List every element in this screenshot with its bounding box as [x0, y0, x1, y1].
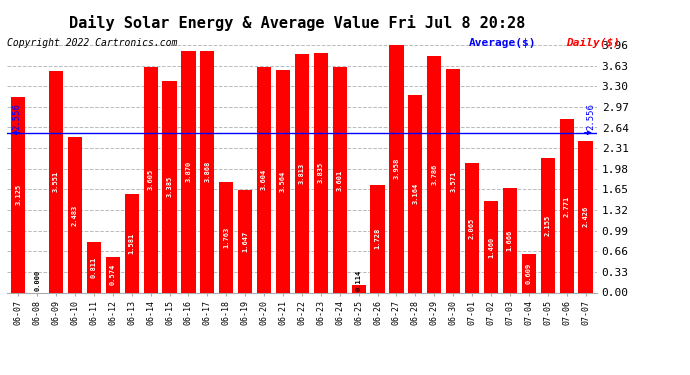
Text: 1.728: 1.728	[375, 228, 380, 249]
Bar	[276, 70, 290, 292]
Bar	[125, 194, 139, 292]
Text: 2.771: 2.771	[564, 195, 570, 216]
Bar	[162, 81, 177, 292]
Bar	[540, 158, 555, 292]
Bar	[314, 53, 328, 292]
Bar	[87, 242, 101, 292]
Text: 3.571: 3.571	[450, 170, 456, 192]
Text: 1.460: 1.460	[488, 236, 494, 258]
Bar	[446, 69, 460, 292]
Text: 3.125: 3.125	[15, 184, 21, 206]
Bar	[522, 255, 536, 292]
Text: 3.813: 3.813	[299, 163, 305, 184]
Bar	[503, 188, 517, 292]
Text: 2.426: 2.426	[582, 206, 589, 227]
Text: Daily($): Daily($)	[566, 38, 620, 48]
Text: 2.483: 2.483	[72, 204, 78, 225]
Text: 1.647: 1.647	[242, 230, 248, 252]
Bar	[68, 137, 82, 292]
Text: 1.666: 1.666	[507, 230, 513, 251]
Bar	[333, 68, 347, 292]
Bar	[181, 51, 195, 292]
Text: 3.164: 3.164	[413, 183, 418, 204]
Text: 0.811: 0.811	[91, 256, 97, 278]
Bar	[484, 201, 498, 292]
Text: 3.868: 3.868	[204, 161, 210, 182]
Text: 3.551: 3.551	[53, 171, 59, 192]
Text: 1.763: 1.763	[224, 227, 229, 248]
Text: 2.556: 2.556	[12, 103, 21, 130]
Text: 3.870: 3.870	[186, 161, 191, 182]
Bar	[371, 184, 384, 292]
Text: 3.604: 3.604	[261, 169, 267, 190]
Bar	[389, 45, 404, 292]
Text: 3.605: 3.605	[148, 169, 154, 190]
Text: 3.601: 3.601	[337, 170, 343, 190]
Bar	[427, 56, 442, 292]
Bar	[238, 190, 253, 292]
Text: 1.581: 1.581	[129, 232, 135, 254]
Bar	[351, 285, 366, 292]
Text: 0.000: 0.000	[34, 270, 40, 291]
Bar	[408, 95, 422, 292]
Text: Daily Solar Energy & Average Value Fri Jul 8 20:28: Daily Solar Energy & Average Value Fri J…	[68, 15, 525, 31]
Bar	[144, 67, 158, 292]
Text: 3.835: 3.835	[318, 162, 324, 183]
Text: 3.958: 3.958	[393, 158, 400, 180]
Text: Copyright 2022 Cartronics.com: Copyright 2022 Cartronics.com	[7, 38, 177, 48]
Text: 0.609: 0.609	[526, 263, 532, 284]
Text: 2.155: 2.155	[544, 214, 551, 236]
Bar	[219, 182, 233, 292]
Text: 2.065: 2.065	[469, 217, 475, 238]
Bar	[578, 141, 593, 292]
Text: 3.385: 3.385	[166, 176, 172, 197]
Bar	[560, 119, 573, 292]
Text: 2.556: 2.556	[586, 103, 595, 130]
Text: 0.574: 0.574	[110, 264, 116, 285]
Text: 3.564: 3.564	[280, 171, 286, 192]
Bar	[257, 67, 271, 292]
Bar	[49, 70, 63, 292]
Bar	[295, 54, 309, 292]
Text: 0.114: 0.114	[355, 270, 362, 291]
Bar	[106, 256, 120, 292]
Bar	[11, 97, 26, 292]
Bar	[200, 51, 215, 292]
Bar	[465, 164, 479, 292]
Text: 3.786: 3.786	[431, 164, 437, 185]
Text: Average($): Average($)	[469, 38, 537, 48]
